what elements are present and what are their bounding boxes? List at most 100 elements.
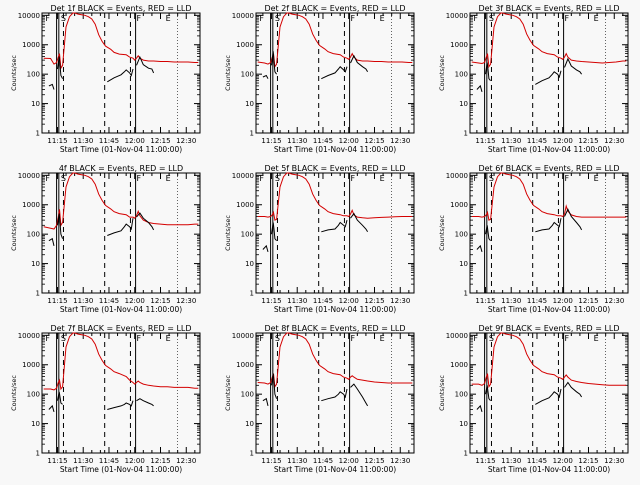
- x-tick-label: 11:45: [313, 137, 333, 145]
- x-tick-label: 12:15: [150, 137, 170, 145]
- y-tick-label: 1: [250, 290, 254, 298]
- interval-letter: F: [45, 334, 50, 343]
- x-tick-label: 11:15: [475, 457, 495, 465]
- y-tick-label: 100: [27, 231, 40, 239]
- y-tick-label: 1: [250, 130, 254, 138]
- x-tick-label: 11:45: [527, 297, 547, 305]
- x-tick-label: 11:45: [99, 457, 119, 465]
- x-tick-label: 12:15: [150, 457, 170, 465]
- y-tick-label: 100: [27, 71, 40, 79]
- x-tick-label: 11:30: [501, 297, 521, 305]
- x-tick-label: 11:45: [313, 297, 333, 305]
- lld-series-line: [43, 12, 199, 70]
- y-tick-label: 1: [464, 290, 468, 298]
- events-series-line: [476, 84, 483, 93]
- interval-letter: E: [594, 14, 599, 23]
- y-tick-label: 10000: [446, 332, 468, 340]
- y-tick-label: 10000: [18, 172, 40, 180]
- x-tick-label: 11:15: [47, 137, 67, 145]
- interval-letter: F: [136, 174, 141, 183]
- panel-title: 4f BLACK = Events, RED = LLD: [59, 164, 183, 173]
- y-tick-label: 1000: [236, 201, 254, 209]
- x-tick-label: 12:15: [364, 457, 384, 465]
- x-tick-label: 11:15: [261, 137, 281, 145]
- events-series-line: [136, 55, 155, 74]
- y-tick-label: 10000: [232, 332, 254, 340]
- events-series-line: [564, 57, 583, 75]
- interval-letter: S: [489, 174, 494, 183]
- y-axis-label: Counts/sec: [438, 215, 446, 251]
- panel-title: Det 1f BLACK = Events, RED = LLD: [50, 4, 191, 13]
- events-series-line: [262, 74, 269, 79]
- panel-title: Det 2f BLACK = Events, RED = LLD: [264, 4, 405, 13]
- x-tick-label: 11:15: [475, 137, 495, 145]
- events-series-line: [350, 212, 369, 233]
- panel-6: Det 6f BLACK = Events, RED = LLD 1 10 100 10…: [438, 164, 629, 314]
- x-tick-label: 12:00: [339, 457, 359, 465]
- panel-title: Det 5f BLACK = Events, RED = LLD: [264, 164, 405, 173]
- y-tick-label: 1: [464, 130, 468, 138]
- x-tick-label: 11:30: [73, 137, 93, 145]
- events-series-line: [485, 62, 491, 82]
- y-tick-label: 10000: [446, 12, 468, 20]
- events-series-line: [271, 51, 278, 75]
- y-tick-label: 1000: [450, 41, 468, 49]
- events-series-line: [136, 398, 154, 407]
- events-series-line: [57, 213, 64, 239]
- y-axis-label: Counts/sec: [10, 215, 18, 251]
- y-tick-label: 1: [250, 450, 254, 458]
- x-tick-label: 12:15: [364, 137, 384, 145]
- panel-title: Det 8f BLACK = Events, RED = LLD: [264, 324, 405, 333]
- y-tick-label: 1000: [22, 361, 40, 369]
- x-axis-label: Start Time (01-Nov-04 11:00:00): [488, 305, 610, 314]
- x-tick-label: 12:00: [339, 297, 359, 305]
- interval-letter: E: [166, 174, 171, 183]
- interval-letter: S: [61, 174, 66, 183]
- y-tick-label: 10000: [446, 172, 468, 180]
- panel-title: Det 9f BLACK = Events, RED = LLD: [478, 324, 619, 333]
- x-tick-label: 12:00: [553, 297, 573, 305]
- x-tick-label: 12:00: [125, 137, 145, 145]
- interval-letter: F: [259, 334, 264, 343]
- events-series-line: [57, 56, 64, 79]
- x-axis-label: Start Time (01-Nov-04 11:00:00): [488, 465, 610, 474]
- y-tick-label: 100: [27, 391, 40, 399]
- x-tick-label: 11:30: [73, 457, 93, 465]
- interval-letter: E: [380, 334, 385, 343]
- interval-letter: F: [45, 174, 50, 183]
- interval-letter: F: [350, 174, 355, 183]
- y-tick-label: 1: [36, 290, 40, 298]
- x-tick-label: 11:45: [99, 137, 119, 145]
- y-axis-label: Counts/sec: [438, 55, 446, 91]
- y-tick-label: 10000: [18, 12, 40, 20]
- x-tick-label: 11:30: [287, 137, 307, 145]
- interval-letter: F: [350, 334, 355, 343]
- lld-series-line: [43, 332, 199, 391]
- y-tick-label: 1: [36, 450, 40, 458]
- interval-letter: E: [594, 174, 599, 183]
- interval-letter: F: [473, 174, 478, 183]
- y-tick-label: 100: [455, 71, 468, 79]
- panel-title: Det 3f BLACK = Events, RED = LLD: [478, 4, 619, 13]
- panel-1: Det 1f BLACK = Events, RED = LLD 1 10 100 10…: [10, 4, 201, 154]
- interval-letter: S: [489, 334, 494, 343]
- panel-5: Det 5f BLACK = Events, RED = LLD 1 10 100 10…: [224, 164, 415, 314]
- panel-title: Det 6f BLACK = Events, RED = LLD: [478, 164, 619, 173]
- x-axis-label: Start Time (01-Nov-04 11:00:00): [274, 465, 396, 474]
- x-tick-label: 11:30: [501, 457, 521, 465]
- panel-8: Det 8f BLACK = Events, RED = LLD 1 10 100 10…: [224, 324, 415, 474]
- events-series-line: [485, 225, 491, 242]
- y-tick-label: 10: [245, 420, 254, 428]
- x-tick-label: 11:45: [527, 137, 547, 145]
- interval-letter: F: [473, 14, 478, 23]
- interval-letter: F: [350, 14, 355, 23]
- panel-9: Det 9f BLACK = Events, RED = LLD 1 10 100 10…: [438, 324, 629, 474]
- interval-letter: F: [259, 174, 264, 183]
- interval-letter: F: [45, 14, 50, 23]
- y-tick-label: 1: [36, 130, 40, 138]
- events-series-line: [535, 388, 562, 405]
- interval-letter: E: [166, 14, 171, 23]
- y-tick-label: 1: [464, 450, 468, 458]
- events-series-line: [476, 404, 483, 413]
